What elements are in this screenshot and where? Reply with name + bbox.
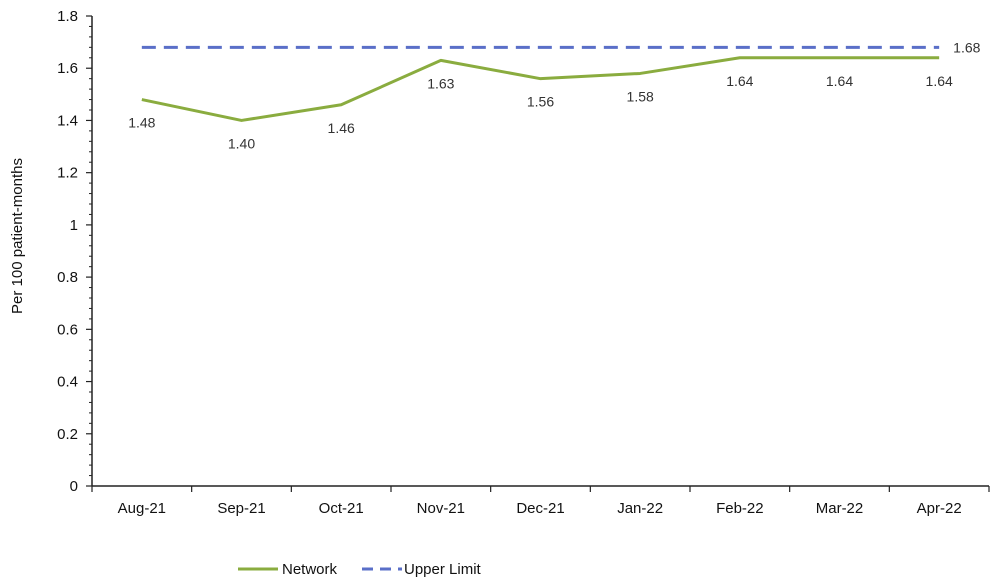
- network-data-label: 1.63: [427, 75, 454, 91]
- y-tick-label: 0.8: [57, 269, 78, 286]
- network-data-label: 1.64: [926, 73, 953, 89]
- legend: Network Upper Limit: [238, 561, 482, 578]
- network-data-label: 1.58: [627, 88, 654, 104]
- y-tick-label: 1.4: [57, 112, 78, 129]
- y-tick-label: 1: [70, 217, 78, 234]
- network-data-label: 1.56: [527, 94, 554, 110]
- legend-upper-limit-label: Upper Limit: [404, 561, 482, 578]
- y-tick-label: 0.4: [57, 374, 78, 391]
- network-data-label: 1.40: [228, 135, 255, 151]
- upper-limit-data-label: 1.68: [953, 39, 980, 55]
- x-tick-label: Jan-22: [617, 500, 663, 517]
- y-tick-label: 0.2: [57, 426, 78, 443]
- x-tick-label: Aug-21: [118, 500, 166, 517]
- x-tick-label: Feb-22: [716, 500, 764, 517]
- data-labels: 1.48 1.40 1.46 1.63 1.56 1.58 1.64 1.64 1.64 1.68: [128, 39, 980, 151]
- network-data-label: 1.64: [726, 73, 753, 89]
- y-tick-label: 0: [70, 478, 78, 495]
- legend-network-label: Network: [282, 561, 338, 578]
- series-lines: [141, 45, 940, 122]
- network-line: [141, 56, 940, 122]
- network-data-label: 1.48: [128, 115, 155, 131]
- network-data-label: 1.46: [328, 120, 355, 136]
- x-tick-label: Mar-22: [816, 500, 864, 517]
- y-tick-label: 1.8: [57, 8, 78, 25]
- y-tick-label: 1.2: [57, 165, 78, 182]
- x-tick-label: Dec-21: [516, 500, 564, 517]
- network-data-label: 1.64: [826, 73, 853, 89]
- x-tick-label: Oct-21: [319, 500, 364, 517]
- y-tick-label: 1.6: [57, 60, 78, 77]
- y-tick-label: 0.6: [57, 321, 78, 338]
- x-tick-label: Apr-22: [917, 500, 962, 517]
- y-axis-title: Per 100 patient-months: [9, 158, 26, 314]
- x-tick-label: Nov-21: [417, 500, 465, 517]
- x-tick-label: Sep-21: [217, 500, 265, 517]
- axes: 0 0.2 0.4 0.6 0.8 1 1.2 1.4 1.6 1.8 Aug-21 Sep-21 Oc…: [57, 8, 990, 517]
